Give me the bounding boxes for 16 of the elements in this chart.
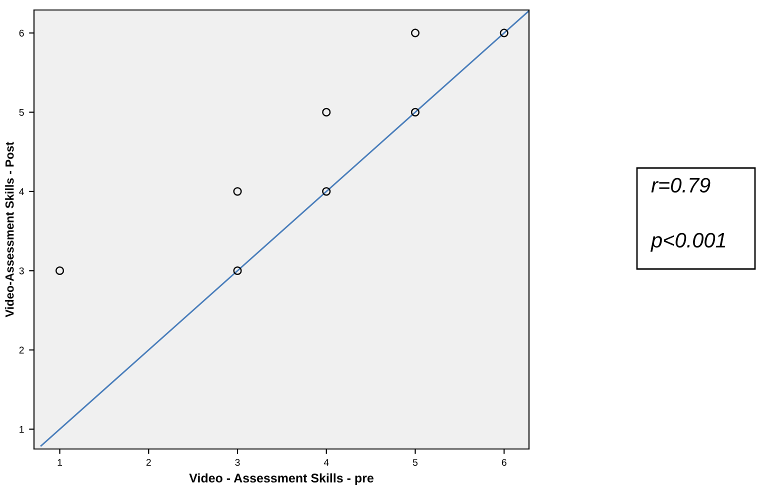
x-tick-label: 3 <box>235 458 240 466</box>
y-tick-label: 2 <box>19 346 24 354</box>
y-tick-label: 3 <box>19 267 24 274</box>
y-tick-label: 5 <box>19 109 24 116</box>
x-tick-label: 2 <box>146 458 151 466</box>
y-tick-label: 4 <box>19 188 24 195</box>
y-tick-label: 1 <box>20 426 24 433</box>
text: p<0.001 <box>650 232 726 252</box>
x-tick-label: 1 <box>58 459 62 466</box>
x-axis-title: Video - Assessment Skills - pre <box>189 473 374 485</box>
x-tick-label: 4 <box>324 459 329 466</box>
y-tick-label: 6 <box>19 30 24 37</box>
y-axis-title: Video-Assessment Skills - Post <box>5 142 14 318</box>
text: r=0.79 <box>651 178 710 193</box>
x-tick-label: 6 <box>502 458 506 466</box>
x-tick-label: 5 <box>412 459 418 466</box>
